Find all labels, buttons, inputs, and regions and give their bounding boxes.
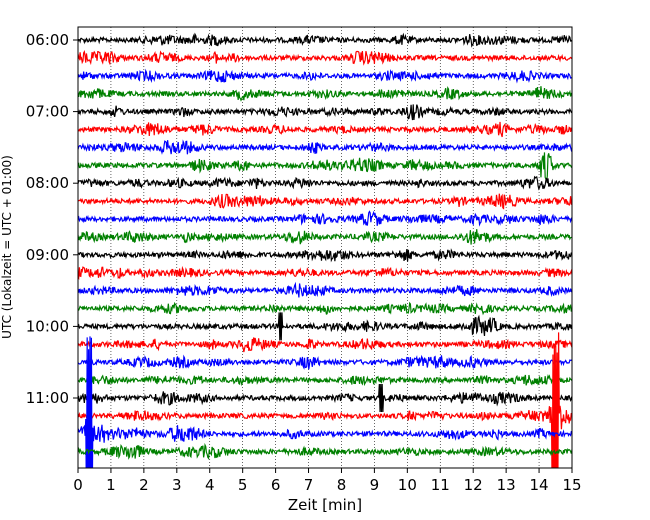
x-tick-label: 0 xyxy=(73,476,83,494)
y-tick-label: 09:00 xyxy=(26,246,69,264)
trace-1115 xyxy=(78,332,572,468)
trace-1045 xyxy=(78,373,572,387)
trace-1030 xyxy=(78,354,572,370)
x-axis: 0 1 2 3 4 5 6 7 8 9 10 11 12 13 14 15 xyxy=(73,468,582,494)
y-tick-label: 11:00 xyxy=(26,389,69,407)
trace-0845 xyxy=(78,229,572,245)
y-tick-label: 07:00 xyxy=(26,103,69,121)
plot-background xyxy=(78,27,572,468)
trace-1145 xyxy=(78,442,572,460)
y-axis: 06:00 07:00 08:00 09:00 10:00 11:00 xyxy=(26,31,78,407)
trace-0800 xyxy=(78,175,572,191)
x-tick-label: 14 xyxy=(530,476,549,494)
trace-0630 xyxy=(78,68,572,84)
x-tick-label: 2 xyxy=(139,476,149,494)
trace-1015 xyxy=(78,337,572,353)
trace-0645 xyxy=(78,86,572,102)
trace-1100 xyxy=(78,383,572,413)
trace-0600 xyxy=(78,32,572,48)
y-tick-label: 10:00 xyxy=(26,317,69,335)
x-tick-label: 11 xyxy=(431,476,450,494)
trace-0930 xyxy=(78,281,572,298)
trace-0700 xyxy=(78,104,572,121)
x-tick-label: 13 xyxy=(497,476,516,494)
trace-0730 xyxy=(78,139,572,155)
trace-0900 xyxy=(78,248,572,263)
x-tick-label: 15 xyxy=(562,476,581,494)
x-tick-label: 7 xyxy=(304,476,314,494)
x-tick-label: 1 xyxy=(106,476,116,494)
y-tick-label: 06:00 xyxy=(26,31,69,49)
traces xyxy=(78,32,572,468)
x-tick-label: 5 xyxy=(238,476,248,494)
y-tick-label: 08:00 xyxy=(26,174,69,192)
plot-frame xyxy=(77,26,573,469)
trace-0815 xyxy=(78,193,572,210)
x-tick-label: 12 xyxy=(464,476,483,494)
trace-0745 xyxy=(78,152,572,182)
trace-0615 xyxy=(78,49,572,66)
x-tick-label: 8 xyxy=(337,476,347,494)
x-axis-label: Zeit [min] xyxy=(288,496,362,514)
x-tick-label: 9 xyxy=(370,476,380,494)
trace-0715 xyxy=(78,121,572,138)
y-axis-label: UTC (Lokalzeit = UTC + 01:00) xyxy=(0,155,14,339)
trace-0830 xyxy=(78,210,572,227)
trace-1000 xyxy=(78,312,572,341)
x-tick-label: 6 xyxy=(271,476,281,494)
trace-0915 xyxy=(78,265,572,281)
x-tick-label: 3 xyxy=(172,476,182,494)
x-tick-label: 10 xyxy=(398,476,417,494)
trace-1130 xyxy=(78,336,572,468)
trace-0945 xyxy=(78,301,572,316)
x-tick-label: 4 xyxy=(205,476,215,494)
